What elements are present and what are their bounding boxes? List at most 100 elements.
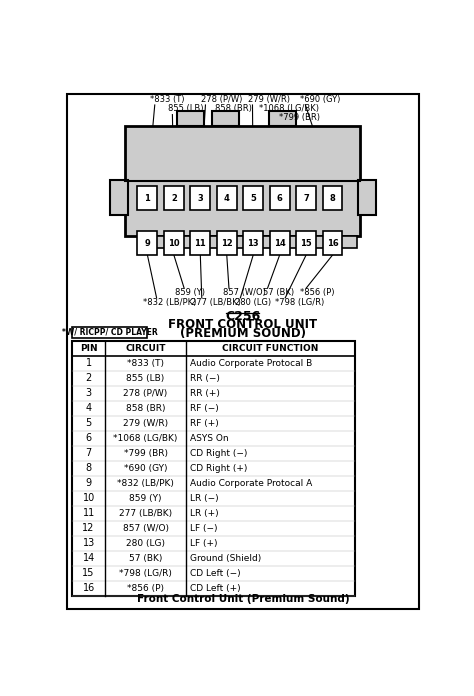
Bar bbox=[217, 187, 237, 210]
Text: 10: 10 bbox=[82, 493, 95, 503]
Text: 279 (W/R): 279 (W/R) bbox=[123, 419, 168, 428]
Bar bbox=[270, 187, 290, 210]
Text: 859 (Y): 859 (Y) bbox=[129, 494, 162, 503]
Text: LF (+): LF (+) bbox=[191, 539, 218, 548]
Text: 278 (P/W): 278 (P/W) bbox=[201, 95, 242, 104]
Text: *1068 (LG/BK): *1068 (LG/BK) bbox=[259, 104, 319, 113]
Bar bbox=[72, 327, 147, 338]
Text: CD Left (+): CD Left (+) bbox=[191, 584, 241, 593]
Bar bbox=[125, 127, 361, 236]
Text: *799 (BR): *799 (BR) bbox=[279, 113, 320, 122]
Text: 12: 12 bbox=[221, 239, 233, 248]
Bar bbox=[180, 236, 197, 248]
Bar bbox=[358, 180, 376, 215]
Text: 3: 3 bbox=[198, 193, 203, 203]
Text: 3: 3 bbox=[86, 388, 91, 398]
Text: PIN: PIN bbox=[80, 344, 98, 353]
Bar bbox=[269, 111, 296, 127]
Text: 277 (LB/BK): 277 (LB/BK) bbox=[119, 509, 172, 518]
Bar bbox=[270, 232, 290, 255]
Text: FRONT CONTROL UNIT: FRONT CONTROL UNIT bbox=[168, 318, 318, 331]
Text: 280 (LG): 280 (LG) bbox=[235, 298, 271, 307]
Text: ASYS On: ASYS On bbox=[191, 434, 229, 443]
Text: *1068 (LG/BK): *1068 (LG/BK) bbox=[113, 434, 178, 443]
Bar bbox=[296, 232, 316, 255]
Text: 11: 11 bbox=[194, 239, 206, 248]
Text: *856 (P): *856 (P) bbox=[127, 584, 164, 593]
Text: 280 (LG): 280 (LG) bbox=[126, 539, 165, 548]
Text: RF (−): RF (−) bbox=[191, 404, 219, 413]
Text: 1: 1 bbox=[145, 193, 150, 203]
Text: 15: 15 bbox=[82, 569, 95, 578]
Bar bbox=[323, 187, 343, 210]
Text: 7: 7 bbox=[303, 193, 309, 203]
Text: LR (+): LR (+) bbox=[191, 509, 219, 518]
Text: 4: 4 bbox=[224, 193, 230, 203]
Bar bbox=[153, 236, 171, 248]
Text: 2: 2 bbox=[85, 373, 92, 383]
Text: (PREMIUM SOUND): (PREMIUM SOUND) bbox=[180, 327, 306, 340]
Text: 14: 14 bbox=[82, 553, 95, 563]
Bar bbox=[296, 187, 316, 210]
Text: 13: 13 bbox=[247, 239, 259, 248]
Text: 8: 8 bbox=[86, 464, 91, 473]
Text: Front Control Unit (Premium Sound): Front Control Unit (Premium Sound) bbox=[137, 594, 349, 604]
Text: *690 (GY): *690 (GY) bbox=[300, 95, 340, 104]
Text: 4: 4 bbox=[86, 403, 91, 413]
Text: 14: 14 bbox=[274, 239, 285, 248]
Text: 5: 5 bbox=[85, 418, 92, 428]
Text: Audio Corporate Protocal B: Audio Corporate Protocal B bbox=[191, 358, 313, 367]
Bar bbox=[260, 236, 278, 248]
Text: 15: 15 bbox=[300, 239, 312, 248]
Text: 857 (W/O): 857 (W/O) bbox=[123, 524, 169, 533]
Text: 5: 5 bbox=[250, 193, 256, 203]
Text: RF (+): RF (+) bbox=[191, 419, 219, 428]
Text: 857 (W/O): 857 (W/O) bbox=[223, 288, 265, 297]
Text: CIRCUIT FUNCTION: CIRCUIT FUNCTION bbox=[222, 344, 319, 353]
Bar bbox=[72, 341, 355, 596]
Text: 9: 9 bbox=[86, 478, 91, 489]
Text: RR (+): RR (+) bbox=[191, 389, 220, 398]
Text: 7: 7 bbox=[85, 448, 92, 458]
Bar bbox=[233, 236, 251, 248]
Bar bbox=[243, 187, 263, 210]
Text: CD Right (−): CD Right (−) bbox=[191, 449, 248, 458]
Bar bbox=[191, 187, 210, 210]
Bar bbox=[243, 232, 263, 255]
Bar bbox=[217, 232, 237, 255]
Text: *690 (GY): *690 (GY) bbox=[124, 464, 167, 473]
Text: *798 (LG/R): *798 (LG/R) bbox=[119, 569, 172, 578]
Text: 9: 9 bbox=[145, 239, 150, 248]
Text: 13: 13 bbox=[82, 538, 95, 548]
Text: Audio Corporate Protocal A: Audio Corporate Protocal A bbox=[191, 479, 313, 488]
Text: 10: 10 bbox=[168, 239, 180, 248]
Text: 8: 8 bbox=[330, 193, 336, 203]
Text: 858 (BR): 858 (BR) bbox=[215, 104, 252, 113]
Text: 855 (LB): 855 (LB) bbox=[127, 374, 164, 383]
Bar bbox=[164, 187, 184, 210]
Text: LR (−): LR (−) bbox=[191, 494, 219, 503]
Text: 16: 16 bbox=[82, 583, 95, 594]
Text: 57 (BK): 57 (BK) bbox=[264, 288, 295, 297]
Text: 855 (LB): 855 (LB) bbox=[168, 104, 203, 113]
Text: Ground (Shield): Ground (Shield) bbox=[191, 554, 262, 563]
Text: 858 (BR): 858 (BR) bbox=[126, 404, 165, 413]
Text: CD Right (+): CD Right (+) bbox=[191, 464, 248, 473]
Text: *833 (T): *833 (T) bbox=[150, 95, 185, 104]
Bar bbox=[137, 232, 157, 255]
Text: LF (−): LF (−) bbox=[191, 524, 218, 533]
Text: 277 (LB/BK): 277 (LB/BK) bbox=[191, 298, 241, 307]
Bar bbox=[323, 232, 343, 255]
Text: C256: C256 bbox=[225, 310, 261, 323]
Text: *856 (P): *856 (P) bbox=[300, 288, 334, 297]
Text: 12: 12 bbox=[82, 523, 95, 533]
Bar bbox=[110, 180, 128, 215]
Bar bbox=[207, 236, 224, 248]
Bar bbox=[212, 111, 239, 127]
Text: 57 (BK): 57 (BK) bbox=[129, 554, 162, 563]
Bar bbox=[177, 111, 204, 127]
Text: *832 (LB/PK): *832 (LB/PK) bbox=[143, 298, 196, 307]
Bar bbox=[137, 187, 157, 210]
Text: *799 (BR): *799 (BR) bbox=[124, 449, 168, 458]
Text: CD Left (−): CD Left (−) bbox=[191, 569, 241, 578]
